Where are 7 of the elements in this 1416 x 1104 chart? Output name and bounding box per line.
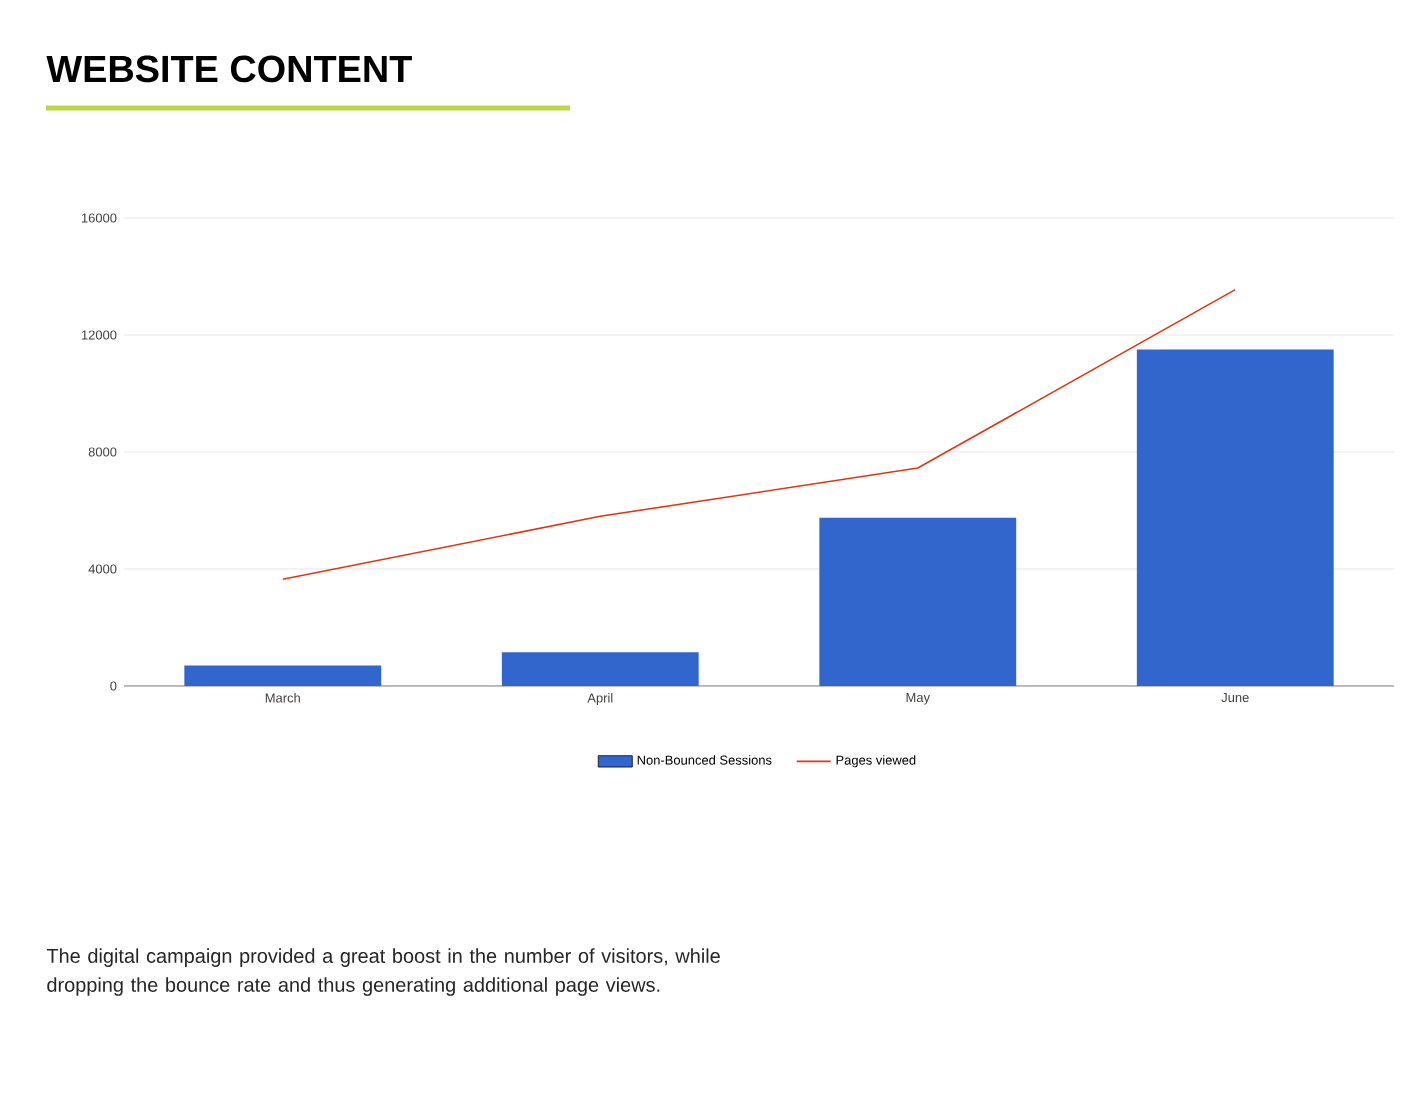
bar [501, 652, 699, 686]
bar [819, 517, 1017, 686]
bar [1136, 349, 1334, 686]
bar [184, 665, 382, 686]
chart-title: WEBSITE CONTENT [46, 55, 412, 83]
line-series [281, 288, 1237, 581]
text: The digital campaign provided a great boost in the number of visitors, while dropping the bounce rate and thus generating additional page views. [46, 948, 720, 996]
